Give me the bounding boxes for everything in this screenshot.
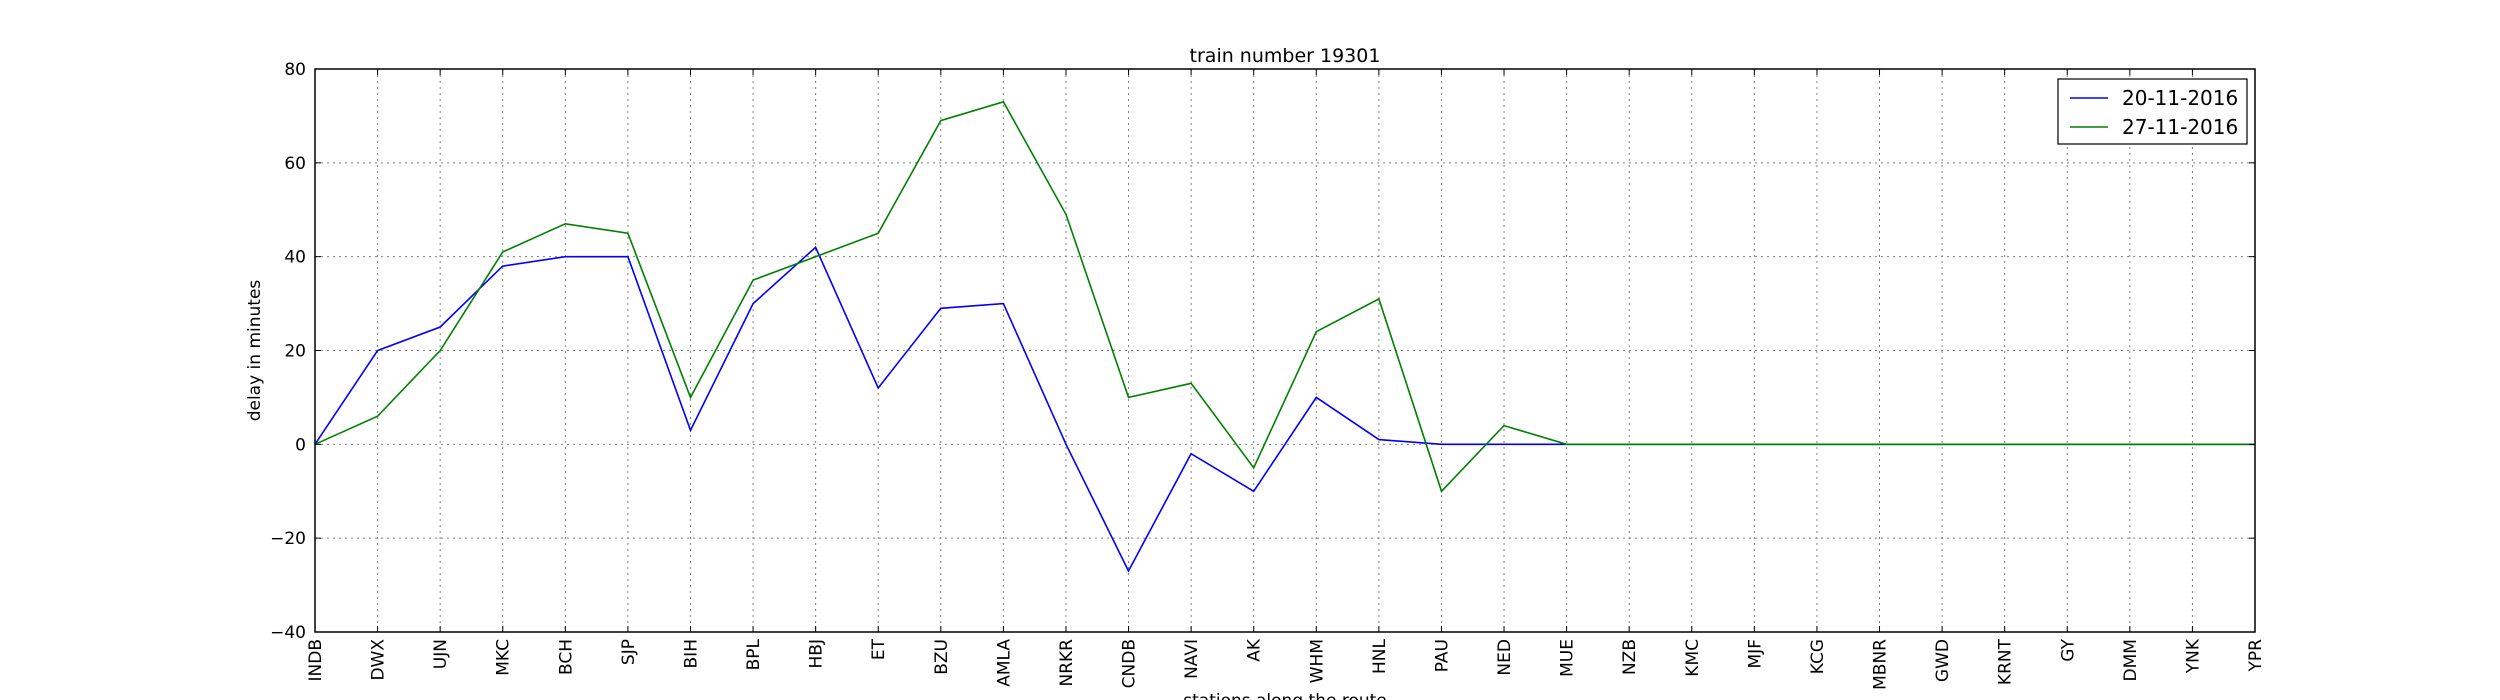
y-tick-label: 60: [284, 154, 306, 174]
x-tick-label: BCH: [556, 639, 576, 675]
y-tick-label: 0: [295, 435, 306, 455]
y-axis-label: delay in minutes: [245, 280, 265, 422]
x-tick-label: HNL: [1370, 638, 1390, 674]
x-tick-label: INDB: [306, 639, 326, 681]
x-tick-label: SJP: [619, 639, 639, 665]
x-tick-label: UJN: [431, 639, 451, 669]
legend-box: [2057, 78, 2248, 145]
x-tick-label: NAVI: [1182, 639, 1202, 679]
x-tick-label: AMLA: [994, 639, 1014, 687]
x-tick-label: GY: [2058, 638, 2078, 661]
legend-label: 20-11-2016: [2122, 86, 2238, 110]
y-axis: −40 −20 0 20 40 60 80: [270, 60, 2255, 643]
x-tick-label: HBJ: [807, 639, 827, 668]
x-tick-label: MKC: [494, 639, 514, 676]
x-tick-label: MBNR: [1871, 639, 1891, 690]
x-tick-label: BZU: [932, 639, 952, 675]
x-tick-label: WHM: [1307, 639, 1327, 683]
x-tick-label: YNK: [2183, 638, 2203, 674]
x-axis-label: stations along the route: [1183, 691, 1387, 700]
x-tick-label: GWD: [1933, 639, 1953, 682]
x-tick-label: YPR: [2246, 639, 2266, 673]
x-tick-label: NED: [1495, 639, 1515, 676]
x-tick-label: KRNT: [1996, 638, 2016, 685]
y-tick-label: 80: [284, 60, 306, 80]
x-tick-label: NRKR: [1057, 639, 1077, 687]
x-tick-label: BPL: [744, 638, 764, 670]
x-tick-label: NZB: [1620, 639, 1640, 675]
series-group: [314, 100, 2255, 573]
x-tick-label: DMM: [2121, 639, 2141, 681]
grid: [315, 69, 2255, 632]
x-axis: INDB DWX UJN MKC BCH SJP BIH BPL HBJ ET BZU AMLA NRK…: [306, 69, 2266, 690]
x-tick-label: PAU: [1432, 639, 1452, 672]
y-tick-label: −20: [270, 529, 306, 549]
x-tick-label: MJF: [1745, 639, 1765, 668]
x-tick-label: BIH: [681, 639, 701, 668]
x-tick-label: AK: [1245, 638, 1265, 662]
x-tick-label: KMC: [1683, 639, 1703, 677]
legend: 20-11-2016 27-11-2016: [2057, 78, 2248, 145]
x-tick-label: CNDB: [1120, 639, 1140, 688]
series-line: [314, 100, 2255, 493]
x-tick-label: ET: [869, 638, 889, 660]
chart-title: train number 19301: [1190, 45, 1381, 67]
x-tick-label: DWX: [369, 639, 389, 681]
x-tick-label: MUE: [1558, 639, 1578, 677]
legend-label: 27-11-2016: [2122, 115, 2238, 139]
y-tick-label: −40: [270, 623, 306, 643]
x-tick-label: KCG: [1808, 639, 1828, 674]
y-tick-label: 40: [284, 248, 306, 268]
y-tick-label: 20: [284, 342, 306, 362]
